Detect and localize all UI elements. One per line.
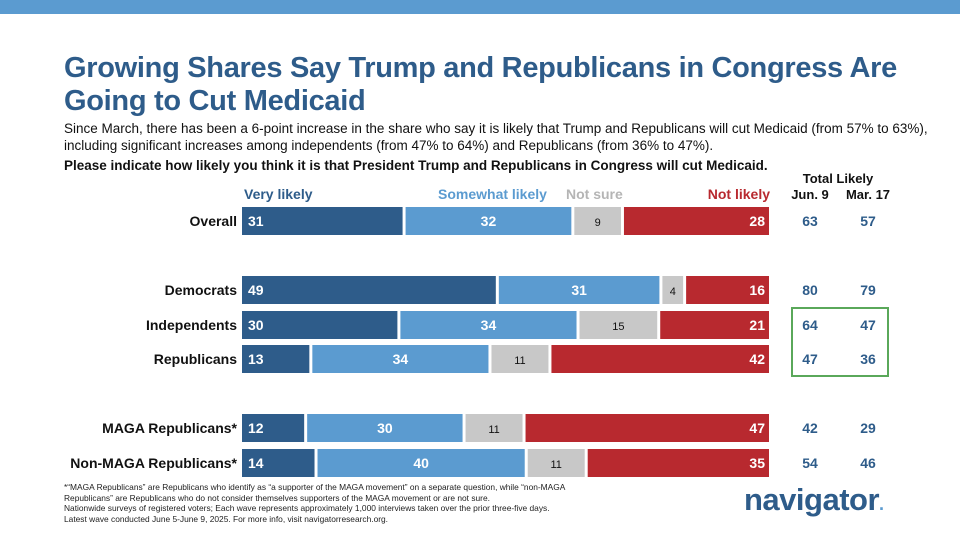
category-label: Independents bbox=[146, 317, 237, 333]
data-label: 40 bbox=[413, 455, 429, 471]
bar-segment bbox=[527, 449, 585, 477]
total-likely-value: 36 bbox=[860, 351, 876, 367]
category-label: MAGA Republicans* bbox=[102, 420, 237, 436]
data-label: 13 bbox=[248, 351, 264, 367]
top-accent-bar bbox=[0, 0, 960, 14]
bar-segment bbox=[242, 276, 496, 304]
footnote: *“MAGA Republicans” are Republicans who … bbox=[64, 482, 664, 524]
bar-segment bbox=[405, 207, 572, 235]
data-label: 34 bbox=[393, 351, 409, 367]
data-label: 11 bbox=[488, 424, 499, 436]
footnote-line: Latest wave conducted June 5-June 9, 202… bbox=[64, 513, 389, 524]
bar-segment bbox=[307, 414, 463, 442]
data-label: 14 bbox=[248, 455, 264, 471]
legend-label: Not likely bbox=[708, 186, 770, 202]
category-label: Non-MAGA Republicans* bbox=[70, 455, 237, 471]
bar-segment bbox=[574, 207, 621, 235]
page-title: Growing Shares Say Trump and Republicans… bbox=[64, 52, 897, 117]
total-likely-value: 47 bbox=[802, 351, 818, 367]
bar-segment bbox=[242, 311, 398, 339]
total-likely-column-header: Mar. 17 bbox=[846, 187, 890, 202]
bar-segment bbox=[242, 345, 310, 373]
data-label: 4 bbox=[670, 286, 676, 298]
category-label: Overall bbox=[190, 213, 237, 229]
total-likely-value: 42 bbox=[802, 420, 818, 436]
bar-segment bbox=[525, 414, 769, 442]
logo-dot: . bbox=[879, 494, 884, 514]
bar-segment bbox=[587, 449, 769, 477]
bar-segment bbox=[242, 414, 305, 442]
data-label: 11 bbox=[550, 459, 561, 471]
category-label: Republicans bbox=[154, 351, 237, 367]
bar-segment bbox=[686, 276, 769, 304]
total-likely-value: 79 bbox=[860, 282, 876, 298]
legend-label: Not sure bbox=[566, 186, 623, 202]
total-likely-value: 80 bbox=[802, 282, 818, 298]
highlight-box bbox=[791, 307, 889, 377]
data-label: 30 bbox=[377, 420, 393, 436]
footnote-line: Nationwide surveys of registered voters;… bbox=[64, 503, 550, 513]
footnote-line: Republicans” are Republicans who do not … bbox=[64, 492, 490, 503]
total-likely-value: 29 bbox=[860, 420, 876, 436]
data-label: 21 bbox=[749, 317, 765, 333]
data-label: 32 bbox=[481, 213, 497, 229]
survey-question: Please indicate how likely you think it … bbox=[64, 158, 768, 173]
data-label: 35 bbox=[749, 455, 765, 471]
bar-segment bbox=[660, 311, 769, 339]
total-likely-value: 57 bbox=[860, 213, 876, 229]
bar-segment bbox=[242, 449, 315, 477]
footnote-line: *“MAGA Republicans” are Republicans who … bbox=[64, 482, 566, 492]
legend-label: Somewhat likely bbox=[438, 186, 547, 202]
data-label: 34 bbox=[481, 317, 497, 333]
logo-text: navigator bbox=[744, 482, 880, 517]
bar-segment bbox=[579, 311, 658, 339]
bar-segment bbox=[498, 276, 660, 304]
data-label: 28 bbox=[749, 213, 765, 229]
subtitle: Since March, there has been a 6-point in… bbox=[64, 121, 928, 153]
bar-segment bbox=[312, 345, 489, 373]
bar-segment bbox=[465, 414, 523, 442]
bar-segment bbox=[242, 207, 403, 235]
bar-segment bbox=[662, 276, 684, 304]
total-likely-value: 46 bbox=[860, 455, 876, 471]
bar-segment bbox=[551, 345, 769, 373]
data-label: 30 bbox=[248, 317, 264, 333]
data-label: 11 bbox=[514, 355, 525, 367]
data-label: 9 bbox=[595, 217, 601, 229]
data-label: 31 bbox=[571, 282, 587, 298]
total-likely-value: 63 bbox=[802, 213, 818, 229]
bar-segment bbox=[317, 449, 525, 477]
bar-segment bbox=[491, 345, 549, 373]
bar-segment bbox=[623, 207, 769, 235]
total-likely-value: 47 bbox=[860, 317, 876, 333]
data-label: 16 bbox=[749, 282, 765, 298]
total-likely-value: 64 bbox=[802, 317, 818, 333]
total-likely-column-header: Jun. 9 bbox=[791, 187, 829, 202]
legend-label: Very likely bbox=[244, 186, 313, 202]
category-label: Democrats bbox=[165, 282, 238, 298]
data-label: 49 bbox=[248, 282, 264, 298]
data-label: 31 bbox=[248, 213, 264, 229]
data-label: 47 bbox=[749, 420, 765, 436]
bar-segment bbox=[400, 311, 577, 339]
total-likely-header: Total Likely bbox=[803, 171, 874, 186]
data-label: 42 bbox=[749, 351, 765, 367]
data-label: 15 bbox=[612, 321, 624, 333]
total-likely-value: 54 bbox=[802, 455, 818, 471]
data-label: 12 bbox=[248, 420, 264, 436]
navigator-logo: navigator. bbox=[744, 482, 884, 518]
